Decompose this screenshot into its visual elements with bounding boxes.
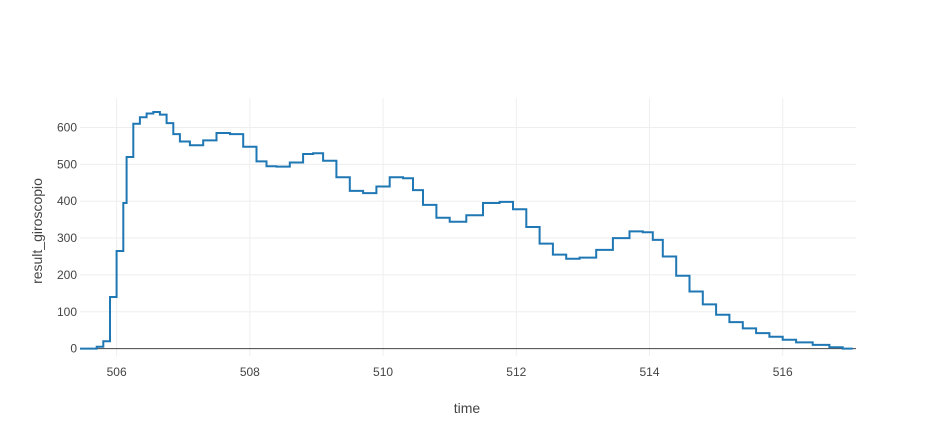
y-tick-label: 300 xyxy=(57,231,77,245)
series-layer xyxy=(80,111,853,350)
x-tick-label: 516 xyxy=(773,365,793,379)
x-tick-label: 510 xyxy=(373,365,393,379)
x-tick-label: 514 xyxy=(639,365,659,379)
y-tick-label: 0 xyxy=(70,342,77,356)
x-tick-labels: 506 508 510 512 514 516 xyxy=(107,365,793,379)
x-axis-title: time xyxy=(454,400,481,416)
y-tick-label: 400 xyxy=(57,194,77,208)
x-tick-label: 508 xyxy=(240,365,260,379)
y-tick-label: 500 xyxy=(57,157,77,171)
y-tick-label: 600 xyxy=(57,120,77,134)
y-axis-title: result_giroscopio xyxy=(29,178,45,284)
x-tick-label: 512 xyxy=(506,365,526,379)
series-line xyxy=(80,111,853,350)
y-tick-labels: 0 100 200 300 400 500 600 xyxy=(57,120,77,355)
x-tick-label: 506 xyxy=(107,365,127,379)
y-tick-label: 200 xyxy=(57,268,77,282)
y-tick-label: 100 xyxy=(57,305,77,319)
grid xyxy=(80,98,856,356)
